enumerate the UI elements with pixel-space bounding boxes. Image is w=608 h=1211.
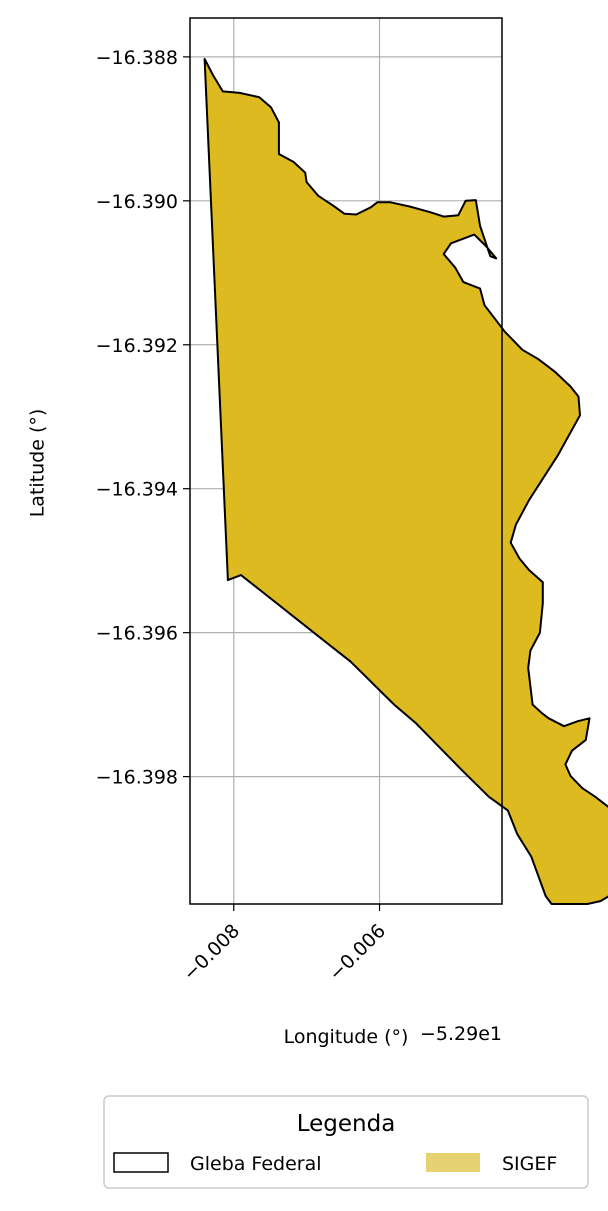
y-tick-label: −16.394 [96, 479, 178, 501]
y-tick-label: −16.396 [96, 623, 178, 645]
y-tick-label: −16.390 [96, 191, 178, 213]
plot-data [203, 58, 608, 905]
y-ticks: −16.388 −16.390 −16.392 −16.394 −16.396 −16.3… [96, 47, 190, 789]
legend-title: Legenda [297, 1111, 396, 1137]
x-tick-label: −0.006 [325, 920, 390, 985]
legend-label-sigef: SIGEF [502, 1153, 557, 1175]
legend-label-gleba-federal: Gleba Federal [190, 1153, 322, 1175]
y-tick-label: −16.388 [96, 47, 178, 69]
legend-swatch-sigef [426, 1153, 480, 1172]
legend: Legenda Gleba Federal SIGEF [103, 1095, 589, 1189]
y-tick-label: −16.392 [96, 335, 178, 357]
x-axis-label: Longitude (°) [284, 1026, 409, 1048]
y-axis-label: Latitude (°) [27, 409, 49, 518]
y-tick-label: −16.398 [96, 767, 178, 789]
sigef-polygon [203, 58, 608, 905]
x-tick-label: −0.008 [179, 920, 244, 985]
plot-frame [189, 17, 503, 905]
x-ticks: −0.008 −0.006 [179, 904, 390, 985]
x-offset-text: −5.29e1 [420, 1023, 502, 1045]
legend-swatch-gleba-federal [113, 1152, 169, 1173]
